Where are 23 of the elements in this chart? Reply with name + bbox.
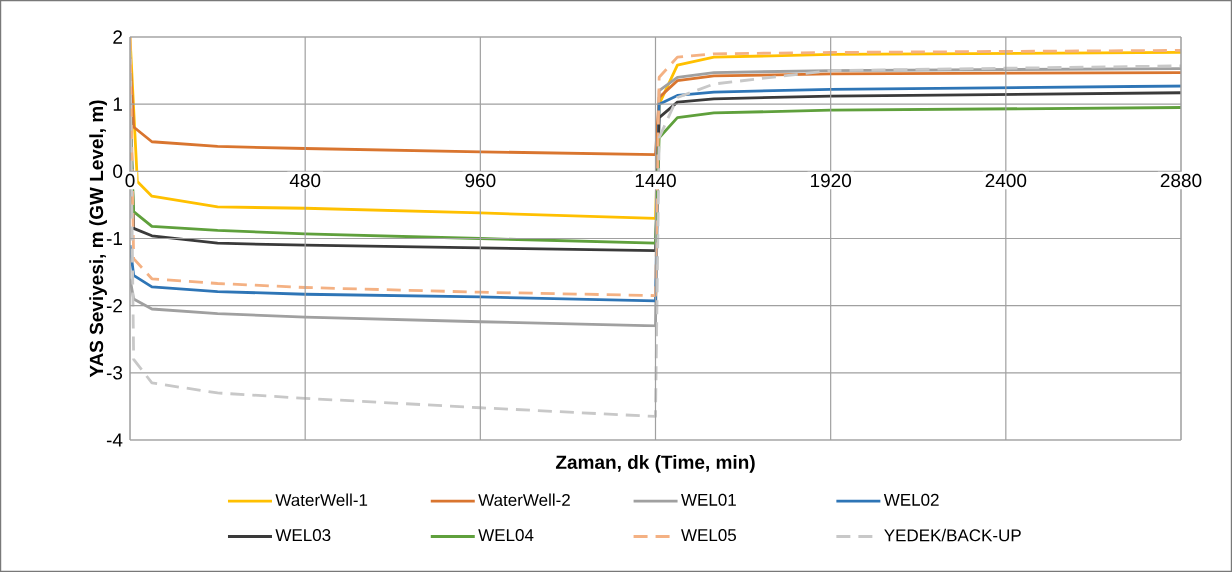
x-tick-label: 0 (125, 173, 135, 188)
y-tick-label: -4 (106, 433, 123, 447)
x-tick-label: 1920 (810, 173, 852, 188)
x-tick-label: 2880 (1160, 173, 1202, 188)
y-tick-label: -1 (106, 231, 123, 246)
y-axis-title: YAS Seviyesi, m (GW Level, m) (89, 100, 107, 378)
legend-label: WaterWell-1 (275, 493, 368, 507)
x-tick-label: 960 (465, 173, 496, 188)
legend-label: WEL02 (883, 493, 939, 506)
x-tick-label: 1440 (635, 173, 676, 188)
x-axis-title: Zaman, dk (Time, min) (555, 455, 755, 473)
x-tick-label: 2400 (985, 173, 1027, 188)
legend-label: WEL05 (681, 529, 737, 542)
legend-label: WEL01 (681, 493, 736, 506)
y-tick-label: -2 (106, 299, 123, 313)
x-tick-label: 480 (289, 173, 321, 188)
y-tick-label: 1 (113, 97, 123, 111)
y-tick-label: -3 (106, 366, 123, 380)
y-tick-label: 2 (113, 30, 123, 44)
legend-label: YEDEK/BACK-UP (884, 528, 1021, 542)
legend-label: WEL03 (275, 529, 331, 542)
legend-label: WaterWell-2 (478, 493, 570, 507)
legend-label: WEL04 (478, 529, 534, 542)
